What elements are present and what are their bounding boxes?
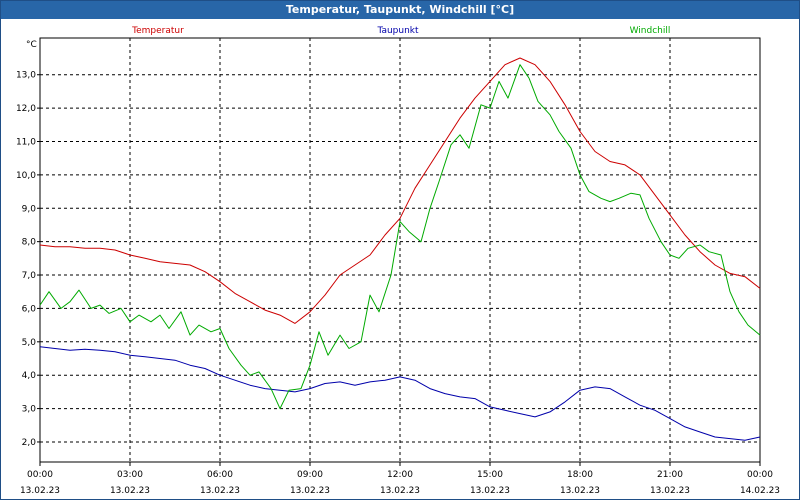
x-tick-time-label: 03:00 [117,470,143,480]
y-tick-label: 5,0 [22,338,37,348]
series-group [39,57,761,441]
x-tick-time-label: 00:00 [747,470,773,480]
x-tick-time-label: 06:00 [207,470,233,480]
x-tick-date-label: 13.02.23 [650,486,690,496]
legend: Temperatur Taupunkt Windchill [131,26,670,36]
series-line-taupunkt [39,346,761,441]
y-tick-label: 10,0 [16,171,36,181]
y-tick-label: 11,0 [16,137,36,147]
y-tick-label: 8,0 [22,238,37,248]
series-line-temperatur [39,57,761,324]
x-tick-date-label: 13.02.23 [200,486,240,496]
y-axis-label: °C [26,40,37,50]
legend-label-windchill: Windchill [630,26,671,36]
x-tick-date-label: 13.02.23 [560,486,600,496]
x-tick-time-label: 15:00 [477,470,503,480]
x-tick-date-label: 13.02.23 [470,486,510,496]
x-tick-time-label: 18:00 [567,470,593,480]
axes: 2,0 3,0 4,0 5,0 6,0 7,0 8,0 9,0 10,0 11,0 12,0 13,0… [16,71,780,496]
x-tick-date-label: 13.02.23 [290,486,330,496]
x-tick-date-label: 13.02.23 [380,486,420,496]
legend-label-temperatur: Temperatur [131,26,184,36]
chart-title: Temperatur, Taupunkt, Windchill [°C] [285,3,515,16]
y-tick-label: 2,0 [22,438,37,448]
y-tick-label: 6,0 [22,304,37,314]
y-tick-label: 3,0 [22,405,37,415]
x-tick-time-label: 09:00 [297,470,323,480]
series-line-windchill [39,64,761,410]
x-tick-time-label: 21:00 [657,470,683,480]
x-tick-time-label: 00:00 [27,470,53,480]
title-bar: Temperatur, Taupunkt, Windchill [°C] [1,1,799,19]
grid [40,38,760,462]
y-tick-label: 9,0 [22,204,37,214]
x-tick-date-label: 13.02.23 [20,486,60,496]
y-tick-label: 4,0 [22,371,37,381]
legend-label-taupunkt: Taupunkt [376,26,419,36]
y-tick-label: 13,0 [16,71,36,81]
y-tick-label: 7,0 [22,271,37,281]
x-tick-time-label: 12:00 [387,470,413,480]
x-tick-date-label: 14.02.23 [740,486,780,496]
y-tick-label: 12,0 [16,104,36,114]
x-tick-date-label: 13.02.23 [110,486,150,496]
